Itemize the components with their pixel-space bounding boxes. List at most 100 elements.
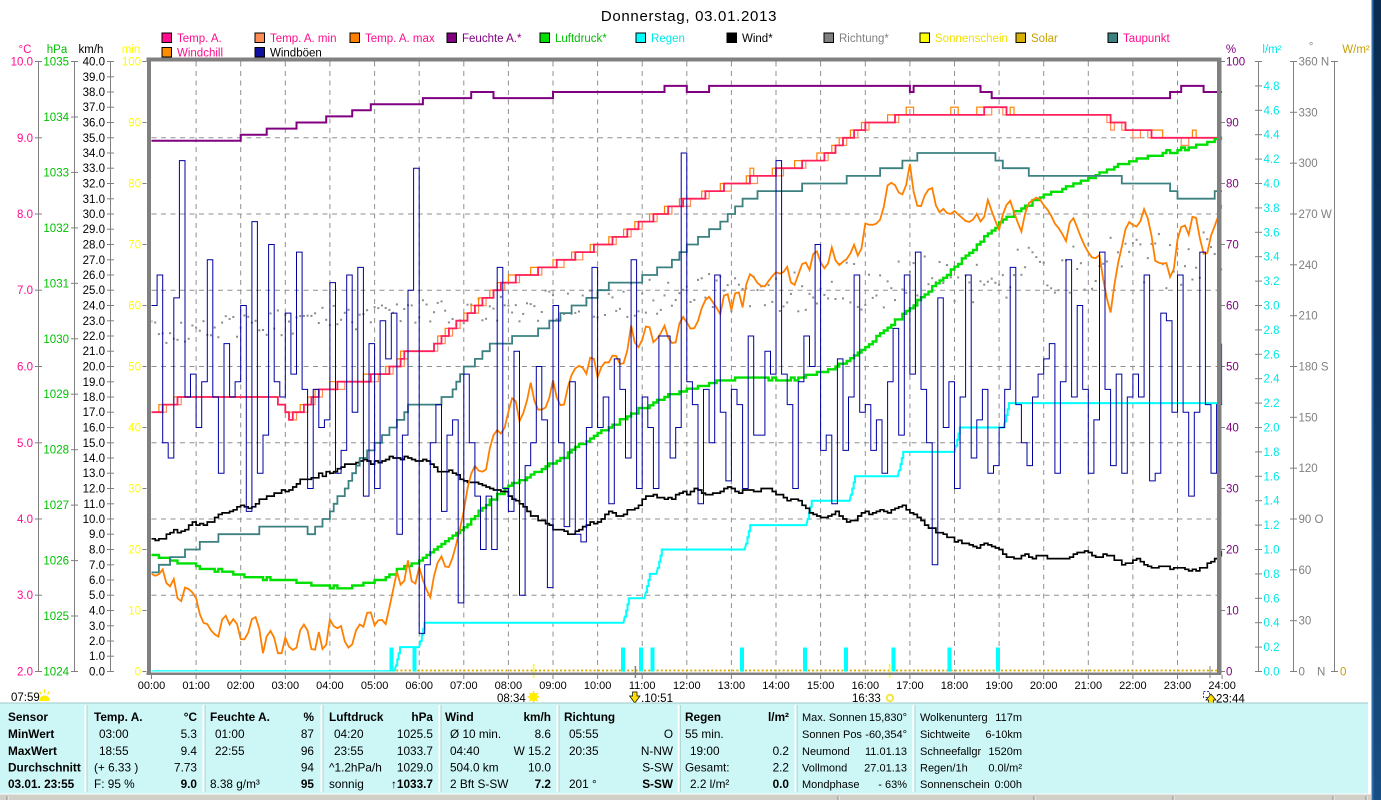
svg-text:6-10km: 6-10km	[985, 729, 1022, 741]
svg-text:21.0: 21.0	[83, 346, 105, 358]
svg-text:9.0: 9.0	[89, 529, 105, 541]
svg-text:22:00: 22:00	[1119, 680, 1147, 692]
svg-text:28.0: 28.0	[83, 240, 105, 252]
svg-text:00:00: 00:00	[138, 680, 166, 692]
svg-text:0: 0	[1340, 667, 1346, 679]
svg-text:1035: 1035	[43, 57, 69, 69]
svg-text:1031: 1031	[43, 278, 69, 290]
svg-text:3.0: 3.0	[89, 621, 105, 633]
svg-text:Richtung: Richtung	[564, 710, 615, 724]
svg-text:9.0: 9.0	[181, 777, 198, 791]
svg-text:1.6: 1.6	[1264, 471, 1280, 483]
svg-text:25.0: 25.0	[83, 285, 105, 297]
svg-text:08:00: 08:00	[495, 680, 523, 692]
svg-text:N-NW: N-NW	[641, 744, 674, 758]
svg-text:8.38 g/m³: 8.38 g/m³	[210, 777, 260, 791]
svg-text:12.0: 12.0	[83, 484, 105, 496]
svg-text:22:55: 22:55	[215, 744, 245, 758]
svg-text:Schneefallgr: Schneefallgr	[920, 746, 981, 758]
svg-text:Windchill: Windchill	[177, 48, 223, 60]
svg-text:34.0: 34.0	[83, 148, 105, 160]
svg-text:Windböen: Windböen	[270, 48, 322, 60]
svg-text:15,830°: 15,830°	[869, 712, 907, 724]
svg-text:01:00: 01:00	[215, 727, 245, 741]
svg-text:l/m²: l/m²	[1262, 44, 1281, 56]
svg-text:90: 90	[1226, 118, 1239, 130]
svg-text:330: 330	[1299, 107, 1318, 119]
svg-text:O: O	[664, 727, 673, 741]
svg-text:8.0: 8.0	[17, 209, 33, 221]
svg-text:210: 210	[1299, 311, 1318, 323]
svg-text:Donnerstag, 03.01.2013: Donnerstag, 03.01.2013	[601, 8, 777, 25]
svg-text:2.4: 2.4	[1264, 374, 1281, 386]
svg-text:0.0: 0.0	[1264, 667, 1280, 679]
svg-text:5.0: 5.0	[89, 590, 105, 602]
svg-text:100: 100	[1226, 57, 1245, 69]
svg-text:18:55: 18:55	[99, 744, 129, 758]
svg-text:80: 80	[1226, 179, 1239, 191]
svg-text:sonnig: sonnig	[329, 777, 364, 791]
svg-text:%: %	[304, 710, 315, 724]
svg-text:180 S: 180 S	[1299, 362, 1329, 374]
svg-text:0.4: 0.4	[1264, 618, 1281, 630]
svg-text:-60,354°: -60,354°	[865, 729, 907, 741]
svg-text:1.4: 1.4	[1264, 496, 1281, 508]
svg-text:3.2: 3.2	[1264, 276, 1280, 288]
svg-text:21:00: 21:00	[1075, 680, 1103, 692]
svg-text:270 W: 270 W	[1299, 209, 1332, 221]
svg-text:90 O: 90 O	[1299, 514, 1324, 526]
svg-text:27.01.13: 27.01.13	[864, 763, 907, 775]
svg-text:2.2: 2.2	[1264, 398, 1280, 410]
svg-text:1029: 1029	[43, 389, 69, 401]
svg-text:24:00: 24:00	[1208, 680, 1236, 692]
svg-text:13:00: 13:00	[718, 680, 746, 692]
svg-text:10: 10	[1226, 606, 1239, 618]
svg-text:1026: 1026	[43, 556, 69, 568]
svg-text:- 63%: - 63%	[878, 779, 907, 791]
svg-text:31.0: 31.0	[83, 194, 105, 206]
svg-text:5.0: 5.0	[17, 438, 33, 450]
svg-text:60: 60	[1226, 301, 1239, 313]
svg-text:02:00: 02:00	[227, 680, 255, 692]
svg-text:29.0: 29.0	[83, 224, 105, 236]
svg-text:Sonnen Pos: Sonnen Pos	[802, 729, 862, 741]
svg-text:Temp. A. min: Temp. A. min	[270, 33, 336, 45]
svg-text:Max. Sonnen: Max. Sonnen	[802, 712, 867, 724]
svg-text:240: 240	[1299, 260, 1318, 272]
svg-text:0: 0	[135, 667, 141, 679]
svg-text:1025: 1025	[43, 611, 69, 623]
svg-text:Luftdruck*: Luftdruck*	[555, 33, 607, 45]
svg-text:Neumond: Neumond	[802, 746, 850, 758]
svg-text:38.0: 38.0	[83, 87, 105, 99]
svg-text:hPa: hPa	[47, 44, 68, 56]
svg-text:0.8: 0.8	[1264, 569, 1280, 581]
svg-text:%: %	[1226, 44, 1236, 56]
svg-text:18.0: 18.0	[83, 392, 105, 404]
svg-text:50: 50	[128, 362, 141, 374]
svg-text:2.2: 2.2	[773, 761, 789, 775]
svg-text:40.0: 40.0	[83, 57, 105, 69]
svg-text:↑1033.7: ↑1033.7	[391, 777, 433, 791]
svg-text:30.0: 30.0	[83, 209, 105, 221]
svg-text:4.6: 4.6	[1264, 105, 1280, 117]
svg-text:4.4: 4.4	[1264, 130, 1281, 142]
svg-text:4.0: 4.0	[17, 514, 33, 526]
svg-text:1024: 1024	[43, 667, 69, 679]
svg-text:0: 0	[1299, 667, 1305, 679]
svg-text:1520m: 1520m	[988, 746, 1022, 758]
svg-text:4.8: 4.8	[1264, 81, 1280, 93]
svg-text:8.0: 8.0	[89, 545, 105, 557]
svg-text:300: 300	[1299, 158, 1318, 170]
svg-text:36.0: 36.0	[83, 118, 105, 130]
svg-text:Regen/1h: Regen/1h	[920, 763, 968, 775]
svg-text:20:35: 20:35	[569, 744, 599, 758]
svg-text:117m: 117m	[995, 712, 1022, 724]
svg-text:3.6: 3.6	[1264, 227, 1280, 239]
svg-text:2.2 l/m²: 2.2 l/m²	[690, 777, 729, 791]
svg-text:96: 96	[301, 744, 315, 758]
svg-text:7.73: 7.73	[174, 761, 197, 775]
svg-text:26.0: 26.0	[83, 270, 105, 282]
svg-text:04:40: 04:40	[450, 744, 480, 758]
svg-text:1.0: 1.0	[89, 651, 105, 663]
svg-text:11.0: 11.0	[83, 499, 105, 511]
